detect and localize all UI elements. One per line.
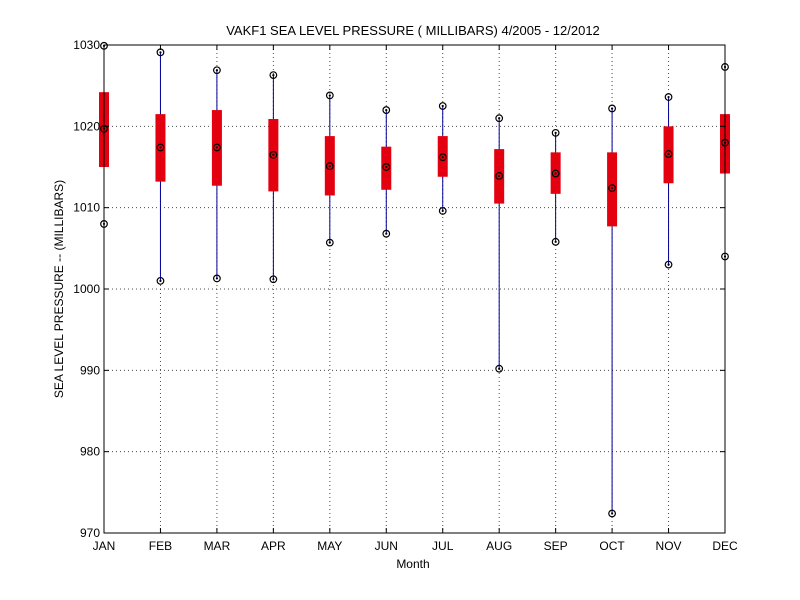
min-marker-nov — [664, 260, 673, 269]
grid-layer — [104, 45, 725, 533]
min-marker-dot-sep — [554, 240, 557, 243]
x-tick-label: OCT — [599, 539, 625, 553]
x-tick-label: AUG — [486, 539, 512, 553]
y-tick-labels: 970 980 990 1000 1010 1020 1030 — [73, 38, 100, 540]
median-marker-mar — [213, 143, 221, 152]
y-tick-label: 1020 — [73, 119, 100, 133]
x-tick-label: MAR — [204, 539, 231, 553]
y-tick-label: 970 — [80, 526, 100, 540]
y-tick-label: 980 — [80, 445, 100, 459]
max-marker-dot-mar — [215, 69, 219, 72]
y-axis-label: SEA LEVEL PRESSURE -- (MILLIBARS) — [52, 180, 66, 398]
x-tick-labels: JAN FEB MAR APR MAY JUN JUL AUG SEP OCT NOV DEC — [93, 539, 738, 553]
min-marker-aug — [495, 364, 504, 373]
max-marker-dot-sep — [554, 131, 557, 134]
x-tick-label: NOV — [656, 539, 682, 553]
x-tick-label: SEP — [544, 539, 568, 553]
x-tick-label: MAY — [317, 539, 342, 553]
y-tick-label: 990 — [80, 363, 100, 377]
min-marker-dot-apr — [272, 278, 275, 281]
max-marker-dot-jun — [385, 108, 388, 112]
median-marker-dot-apr — [272, 153, 275, 156]
x-tick-label: JUL — [432, 539, 454, 553]
box-jun — [381, 146, 392, 190]
median-marker-dot-oct — [610, 187, 614, 190]
median-marker-sep — [551, 169, 560, 178]
median-marker-dot-feb — [159, 146, 162, 149]
min-marker-dot-oct — [610, 512, 614, 515]
max-marker-sep — [551, 128, 560, 137]
max-marker-nov — [664, 93, 673, 101]
max-marker-dot-oct — [610, 107, 614, 110]
median-marker-dot-aug — [498, 174, 501, 178]
min-marker-oct — [608, 509, 616, 518]
box-oct — [607, 152, 618, 227]
max-marker-apr — [269, 71, 278, 79]
chart-title: VAKF1 SEA LEVEL PRESSURE ( MILLIBARS) 4/… — [226, 23, 600, 38]
median-marker-dot-nov — [667, 152, 670, 156]
min-marker-dot-aug — [498, 367, 501, 370]
max-marker-oct — [608, 104, 616, 113]
median-marker-dot-sep — [554, 172, 557, 175]
median-marker-nov — [664, 150, 673, 158]
min-marker-mar — [213, 274, 221, 283]
max-marker-dot-apr — [272, 73, 275, 77]
min-marker-dot-may — [328, 241, 331, 244]
box-layer — [99, 92, 730, 227]
x-tick-label: APR — [261, 539, 286, 553]
max-marker-dot-aug — [498, 117, 501, 120]
median-marker-dot-jul — [441, 156, 444, 159]
median-marker-may — [325, 162, 334, 171]
x-axis-label: Month — [396, 557, 429, 571]
x-tick-label: DEC — [712, 539, 738, 553]
median-marker-dot-mar — [215, 146, 219, 149]
median-marker-oct — [608, 184, 616, 193]
min-marker-may — [325, 238, 334, 247]
min-marker-dot-jul — [441, 209, 444, 213]
min-marker-jul — [438, 207, 447, 215]
min-marker-dot-jun — [385, 232, 388, 235]
min-marker-apr — [269, 275, 278, 284]
y-tick-label: 1010 — [73, 201, 100, 215]
tick-layer — [103, 44, 726, 534]
max-marker-dot-nov — [667, 95, 670, 99]
median-marker-jul — [438, 153, 447, 162]
min-marker-sep — [551, 237, 560, 246]
max-marker-dot-feb — [159, 51, 162, 54]
min-marker-dot-mar — [215, 277, 219, 280]
min-marker-jun — [382, 229, 391, 238]
max-marker-aug — [495, 114, 504, 123]
plot-frame — [103, 44, 726, 534]
max-marker-jul — [438, 102, 447, 110]
x-tick-label: JAN — [93, 539, 116, 553]
x-tick-label: FEB — [149, 539, 172, 553]
min-marker-dot-feb — [159, 279, 162, 282]
max-marker-dot-jul — [441, 104, 444, 108]
min-marker-dot-nov — [667, 263, 670, 266]
y-tick-label: 1000 — [73, 282, 100, 296]
whisker-layer — [103, 45, 726, 514]
median-marker-feb — [156, 143, 165, 152]
x-tick-label: JUN — [375, 539, 398, 553]
median-marker-dot-may — [328, 165, 331, 168]
min-marker-feb — [156, 276, 165, 285]
max-marker-jun — [382, 106, 391, 114]
max-marker-dot-may — [328, 94, 331, 97]
y-tick-label: 1030 — [73, 38, 100, 52]
median-marker-jun — [382, 163, 391, 171]
median-marker-apr — [269, 150, 278, 159]
median-marker-aug — [495, 172, 504, 180]
median-marker-dot-jun — [385, 165, 388, 169]
marker-layer — [100, 41, 729, 518]
max-marker-may — [325, 91, 334, 100]
max-marker-mar — [213, 66, 221, 75]
